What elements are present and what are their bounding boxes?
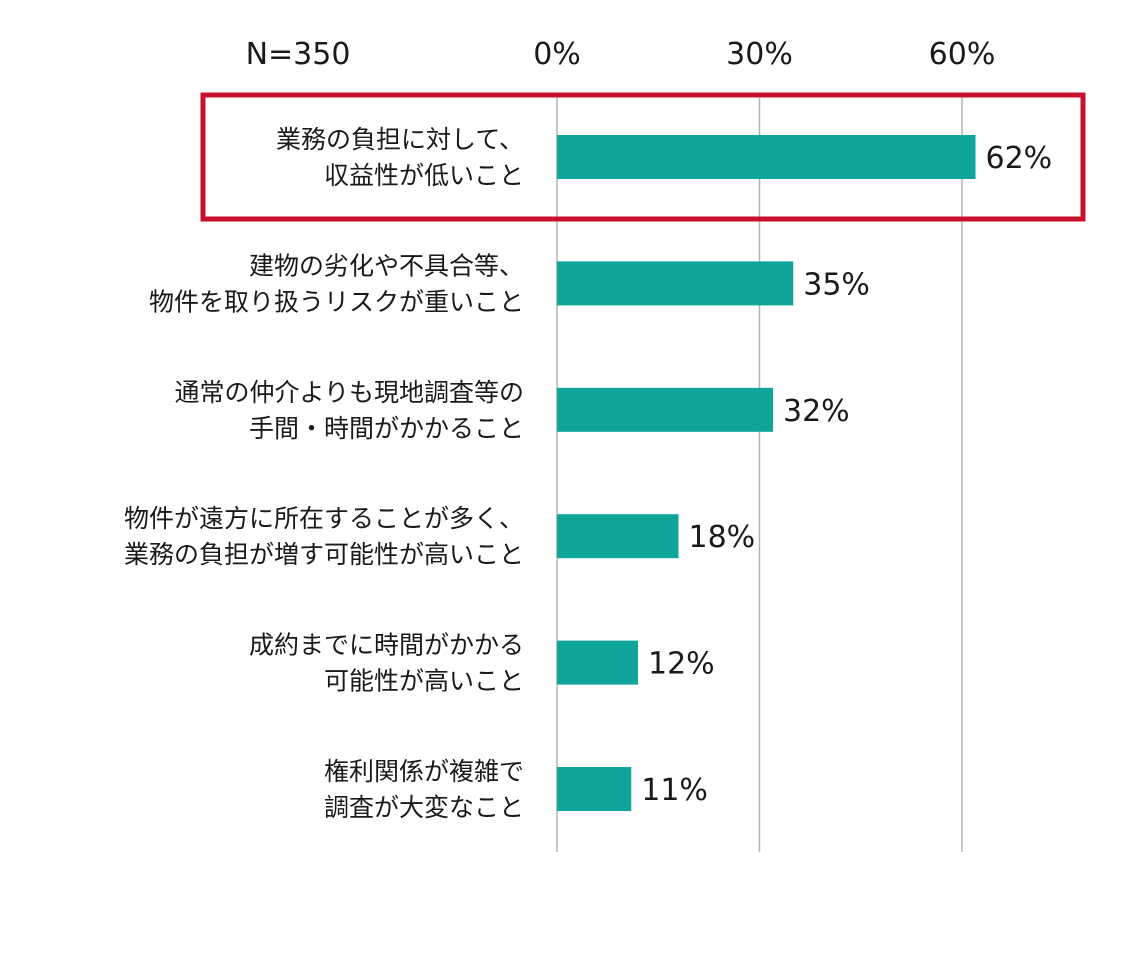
category-label: 収益性が低いこと xyxy=(324,161,524,190)
x-tick-label: 60% xyxy=(929,37,996,72)
bar xyxy=(557,767,632,811)
category-label: 通常の仲介よりも現地調査等の xyxy=(174,378,524,407)
bars xyxy=(557,135,976,811)
bar xyxy=(557,514,679,559)
x-tick-label: 0% xyxy=(533,37,581,72)
value-label: 32% xyxy=(783,394,850,429)
value-label: 11% xyxy=(641,773,708,808)
category-label: 建物の劣化や不具合等、 xyxy=(249,251,524,280)
highlight-box xyxy=(200,92,1086,222)
value-label: 35% xyxy=(803,267,870,302)
category-label: 業務の負担に対して、 xyxy=(276,125,524,154)
gridlines xyxy=(556,98,963,852)
category-label: 可能性が高いこと xyxy=(324,667,524,696)
bar xyxy=(557,640,638,685)
category-label: 業務の負担が増す可能性が高いこと xyxy=(124,540,524,569)
labels: 0% 30% 60% 62% 業務の負担に対して、収益性が低いこと 35% 建物の劣化や不具… xyxy=(124,37,1086,822)
bar xyxy=(557,135,976,179)
category-label: 成約までに時間がかかる xyxy=(249,631,524,660)
category-label: 物件が遠方に所在することが多く、 xyxy=(124,504,524,533)
x-tick-label: 30% xyxy=(726,37,793,72)
bar xyxy=(557,261,794,306)
value-label: 12% xyxy=(648,647,715,682)
category-label: 手間・時間がかかること xyxy=(249,414,524,443)
category-label: 権利関係が複雑で xyxy=(324,757,524,786)
category-label: 調査が大変なこと xyxy=(324,793,524,822)
value-label: 18% xyxy=(689,520,756,555)
bar xyxy=(557,387,773,432)
category-label: 物件を取り扱うリスクが重いこと xyxy=(149,287,524,316)
value-label: 62% xyxy=(986,141,1053,176)
sample-size-label: N=350 xyxy=(246,37,351,72)
